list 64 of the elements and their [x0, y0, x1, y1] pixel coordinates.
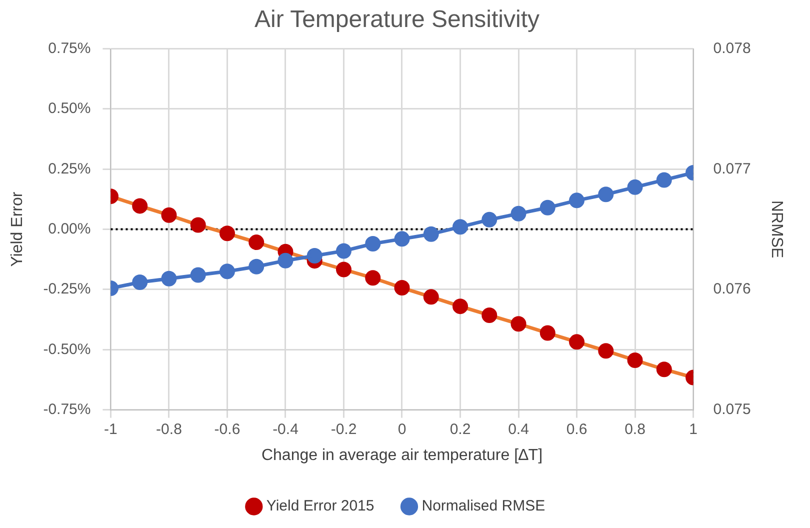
- x-axis-title: Change in average air temperature [∆T]: [261, 446, 543, 464]
- y2-axis-title: NRMSE: [768, 200, 785, 258]
- y-tick-label: 0.00%: [48, 220, 91, 238]
- y-tick-label: 0.75%: [48, 40, 91, 57]
- y-tick-label: 0.25%: [48, 160, 91, 178]
- point: [219, 226, 235, 242]
- point: [569, 192, 585, 208]
- point: [482, 307, 498, 323]
- y-tick-label: -0.50%: [43, 340, 91, 358]
- x-tick-label: -0.6: [214, 420, 240, 438]
- y2-tick-label: 0.077: [713, 160, 751, 178]
- point: [394, 231, 410, 247]
- x-tick-label: -1: [104, 420, 118, 438]
- x-tick-label: -0.2: [330, 420, 357, 438]
- x-tick-label: -0.4: [272, 420, 298, 438]
- chart-title: Air Temperature Sensitivity: [254, 6, 540, 34]
- y2-tick-label: 0.075: [713, 400, 751, 418]
- legend-label: Normalised RMSE: [422, 498, 546, 515]
- x-tick-label: 0.4: [508, 420, 529, 438]
- point: [190, 217, 206, 233]
- point: [278, 252, 294, 268]
- x-tick-label: -0.8: [156, 420, 182, 438]
- point: [132, 198, 148, 214]
- x-tick-label: 1: [689, 420, 698, 438]
- x-tick-label: 0.2: [450, 420, 471, 438]
- y-tick-label: 0.50%: [48, 100, 91, 118]
- point: [132, 274, 148, 290]
- point: [569, 334, 585, 350]
- point: [365, 236, 381, 252]
- point: [248, 234, 264, 250]
- point: [482, 212, 498, 228]
- point: [161, 207, 177, 223]
- point: [219, 264, 235, 280]
- point: [394, 280, 410, 296]
- point: [627, 179, 643, 195]
- point: [510, 316, 526, 332]
- point: [365, 270, 381, 286]
- point: [306, 248, 322, 264]
- point: [452, 298, 468, 314]
- point: [423, 289, 439, 305]
- x-tick-label: 0.6: [566, 420, 588, 438]
- point: [656, 362, 672, 378]
- y-tick-label: -0.75%: [43, 400, 91, 418]
- x-tick-label: 0.8: [624, 420, 646, 438]
- point: [598, 186, 614, 202]
- point: [248, 258, 264, 274]
- point: [540, 200, 556, 216]
- point: [452, 219, 468, 235]
- point: [161, 270, 177, 286]
- x-tick-label: 0: [398, 420, 406, 438]
- y-tick-label: -0.25%: [43, 280, 91, 298]
- point: [627, 352, 643, 368]
- y-axis-title: Yield Error: [9, 191, 26, 267]
- point: [656, 172, 672, 188]
- y2-tick-label: 0.078: [713, 40, 751, 57]
- point: [510, 206, 526, 222]
- point: [540, 325, 556, 341]
- point: [336, 243, 352, 259]
- point: [423, 226, 439, 242]
- point: [190, 267, 206, 283]
- y2-tick-label: 0.076: [713, 280, 751, 298]
- legend-label: Yield Error 2015: [266, 498, 374, 515]
- point: [336, 262, 352, 278]
- point: [598, 343, 614, 359]
